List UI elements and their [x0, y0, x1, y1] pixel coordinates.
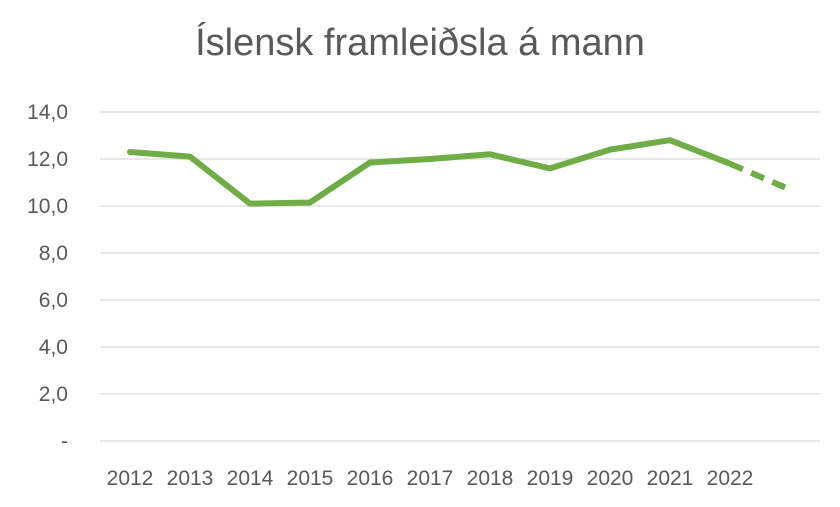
- x-tick-label: 2017: [407, 467, 454, 490]
- x-tick-label: 2013: [167, 467, 214, 490]
- x-tick-label: 2020: [587, 467, 634, 490]
- x-tick-label: 2016: [347, 467, 394, 490]
- x-axis-ticks: 2012 2013 2014 2015 2016 2017 2018 2019 2020 2021…: [107, 467, 754, 490]
- x-tick-label: 2019: [527, 467, 574, 490]
- y-tick-label: 10,0: [27, 195, 68, 218]
- x-tick-label: 2015: [287, 467, 334, 490]
- y-tick-label: 6,0: [39, 289, 68, 312]
- y-tick-label: 2,0: [39, 383, 68, 406]
- series-line-solid: [127, 137, 733, 207]
- x-tick-label: 2018: [467, 467, 514, 490]
- x-tick-label: 2022: [707, 467, 754, 490]
- y-axis-ticks: - 2,0 4,0 6,0 8,0 10,0 12,0 14,0: [27, 101, 68, 453]
- series-line-dashed: [728, 160, 792, 193]
- x-tick-label: 2014: [227, 467, 274, 490]
- x-tick-label: 2021: [647, 467, 694, 490]
- y-tick-label: 4,0: [39, 336, 68, 359]
- y-tick-label: 14,0: [27, 101, 68, 124]
- chart-title: Íslensk framleiðsla á mann: [195, 22, 645, 64]
- y-tick-label: 12,0: [27, 148, 68, 171]
- y-tick-label: 8,0: [39, 242, 68, 265]
- y-tick-label: -: [61, 430, 68, 453]
- gridlines: [100, 111, 820, 442]
- series-layer: [127, 137, 792, 207]
- x-tick-label: 2012: [107, 467, 154, 490]
